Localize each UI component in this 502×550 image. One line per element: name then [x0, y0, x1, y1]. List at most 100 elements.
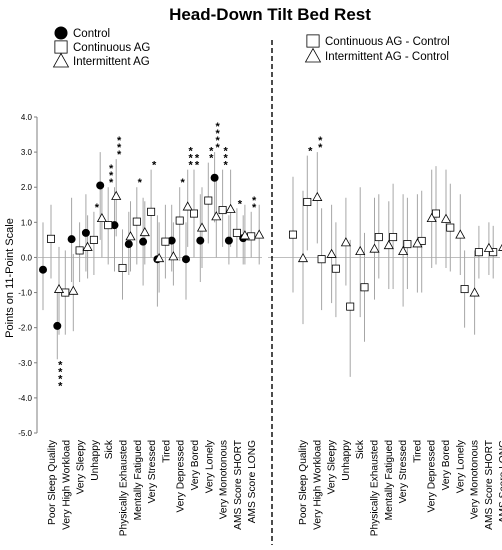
y-tick-label: -5.0: [18, 429, 32, 438]
x-tick-label: Very High Workload: [312, 440, 323, 530]
y-tick-label: -3.0: [18, 359, 32, 368]
x-tick-label: Very Lonely: [455, 439, 466, 493]
x-tick-label: Very Sleepy: [76, 439, 87, 494]
data-point: [181, 255, 190, 264]
significance-star: *: [252, 195, 257, 207]
data-point: [124, 240, 133, 249]
data-markers: [39, 173, 502, 330]
legend-marker: [304, 47, 322, 63]
significance-stars: ***************** ****** ******** * **: [58, 121, 323, 392]
data-point: [369, 243, 380, 253]
x-tick-label: Very Monotonous: [219, 440, 230, 519]
legend-marker: [54, 40, 68, 54]
significance-star: *: [252, 202, 257, 214]
legends: Control Continuous AG Intermittent AG Conti…: [52, 26, 450, 68]
y-tick-label: -1.0: [18, 289, 32, 298]
data-point: [154, 252, 165, 263]
significance-star: *: [95, 202, 100, 214]
data-point: [81, 228, 90, 237]
data-point: [147, 207, 156, 216]
chart-title: Head-Down Tilt Bed Rest: [169, 5, 371, 24]
legend-label: Intermittent AG: [73, 56, 150, 68]
significance-star: *: [109, 163, 114, 175]
significance-star: *: [318, 135, 323, 147]
x-tick-label: Unhappy: [90, 439, 101, 481]
significance-star: *: [109, 170, 114, 182]
data-point: [218, 206, 227, 215]
significance-star: *: [215, 135, 220, 147]
y-tick-label: 4.0: [21, 113, 33, 122]
data-point: [469, 287, 480, 297]
significance-star: *: [223, 146, 228, 158]
significance-star: *: [308, 146, 313, 158]
data-point: [96, 212, 107, 223]
significance-star: *: [189, 153, 194, 165]
legend-label: Continuous AG: [73, 42, 150, 54]
x-tick-label: Physically Exhausted: [119, 440, 130, 537]
data-point: [303, 197, 312, 206]
y-tick-label: 3.0: [21, 148, 33, 157]
data-point: [168, 251, 179, 261]
x-tick-label: Tired: [161, 440, 172, 463]
x-tick-label: Very Depressed: [176, 440, 187, 513]
x-tick-label: Tired: [412, 440, 423, 463]
legend-label: Continuous AG - Control: [325, 36, 450, 48]
data-point: [211, 211, 222, 221]
y-axis-label: Points on 11-Point Scale: [4, 218, 16, 338]
significance-star: *: [223, 153, 228, 165]
data-point: [111, 190, 122, 200]
legend-label: Intermittent AG - Control: [325, 51, 449, 63]
data-point: [89, 235, 98, 244]
data-point: [360, 283, 369, 292]
x-tick-label: Very Sleepy: [327, 439, 338, 494]
data-point: [224, 236, 233, 245]
data-point: [232, 228, 241, 237]
x-tick-label: AMS Score SHORT: [233, 440, 244, 530]
significance-star: *: [109, 177, 114, 189]
x-tick-label: Unhappy: [341, 439, 352, 481]
data-point: [355, 245, 366, 256]
significance-star: *: [181, 177, 186, 189]
significance-star: *: [195, 160, 200, 172]
data-point: [104, 221, 113, 230]
x-tick-label: Very Lonely: [204, 439, 215, 493]
y-tick-label: -2.0: [18, 324, 32, 333]
data-point: [498, 243, 502, 251]
data-point: [182, 201, 193, 211]
data-point: [460, 285, 469, 294]
significance-star: *: [215, 121, 220, 133]
significance-star: *: [238, 198, 243, 210]
data-point: [53, 283, 65, 293]
x-tick-label: Very Depressed: [427, 440, 438, 513]
data-point: [483, 242, 494, 252]
data-point: [53, 321, 62, 330]
x-tick-label: Poor Sleep Quality: [298, 439, 309, 525]
data-point: [139, 226, 150, 237]
data-point: [67, 235, 76, 244]
x-tick-label: Very Bored: [441, 440, 452, 491]
data-point: [239, 230, 250, 240]
legend-marker: [54, 26, 68, 40]
data-point: [204, 196, 213, 205]
significance-star: *: [117, 135, 122, 147]
data-point: [39, 265, 48, 274]
data-point: [68, 285, 79, 295]
legend-marker: [52, 52, 70, 68]
legend-marker: [306, 34, 320, 48]
data-point: [118, 263, 127, 272]
x-tick-label: Mentally Fatigued: [133, 440, 144, 521]
y-tick-label: 2.0: [21, 183, 33, 192]
significance-star: *: [215, 142, 220, 154]
legend-entry: Continuous AG: [54, 40, 150, 54]
data-point: [412, 238, 423, 248]
significance-star: *: [117, 142, 122, 154]
significance-star: *: [209, 146, 214, 158]
significance-star: *: [117, 149, 122, 161]
data-point: [297, 252, 309, 263]
data-point: [374, 233, 383, 242]
data-point: [312, 191, 323, 201]
data-point: [403, 240, 412, 249]
significance-star: *: [195, 153, 200, 165]
x-tick-label: AMS Score LONG: [247, 440, 258, 523]
